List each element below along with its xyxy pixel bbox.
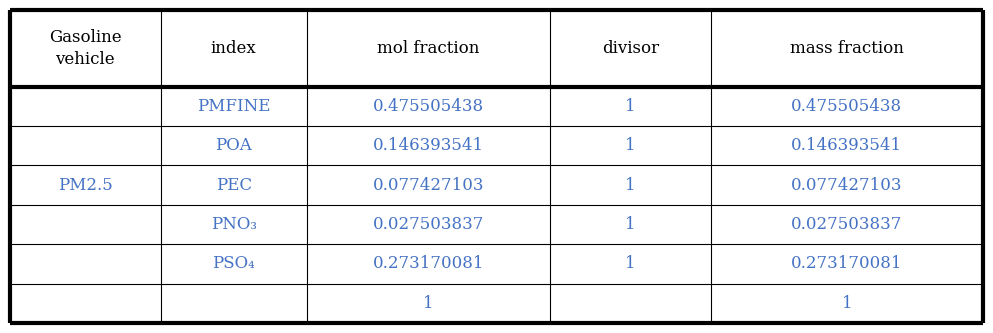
Text: 0.077427103: 0.077427103 xyxy=(791,176,903,194)
Text: PM2.5: PM2.5 xyxy=(58,176,113,194)
Text: 1: 1 xyxy=(841,295,852,312)
Text: 0.475505438: 0.475505438 xyxy=(791,98,903,115)
Text: 0.273170081: 0.273170081 xyxy=(791,255,903,272)
Text: 0.146393541: 0.146393541 xyxy=(791,137,903,154)
Text: POA: POA xyxy=(215,137,252,154)
Text: PSO₄: PSO₄ xyxy=(213,255,255,272)
Text: 0.475505438: 0.475505438 xyxy=(372,98,484,115)
Text: 1: 1 xyxy=(625,216,636,233)
Text: 0.077427103: 0.077427103 xyxy=(372,176,485,194)
Text: index: index xyxy=(211,40,256,57)
Text: 1: 1 xyxy=(625,176,636,194)
Text: 0.027503837: 0.027503837 xyxy=(372,216,484,233)
Text: 1: 1 xyxy=(625,137,636,154)
Text: 0.146393541: 0.146393541 xyxy=(372,137,484,154)
Text: 1: 1 xyxy=(423,295,434,312)
Text: 1: 1 xyxy=(625,98,636,115)
Text: PMFINE: PMFINE xyxy=(197,98,270,115)
Text: 0.273170081: 0.273170081 xyxy=(372,255,485,272)
Text: mass fraction: mass fraction xyxy=(789,40,904,57)
Text: mol fraction: mol fraction xyxy=(377,40,480,57)
Text: Gasoline
vehicle: Gasoline vehicle xyxy=(49,29,122,68)
Text: divisor: divisor xyxy=(602,40,659,57)
Text: PEC: PEC xyxy=(215,176,252,194)
Text: 0.027503837: 0.027503837 xyxy=(791,216,903,233)
Text: 1: 1 xyxy=(625,255,636,272)
Text: PNO₃: PNO₃ xyxy=(211,216,257,233)
